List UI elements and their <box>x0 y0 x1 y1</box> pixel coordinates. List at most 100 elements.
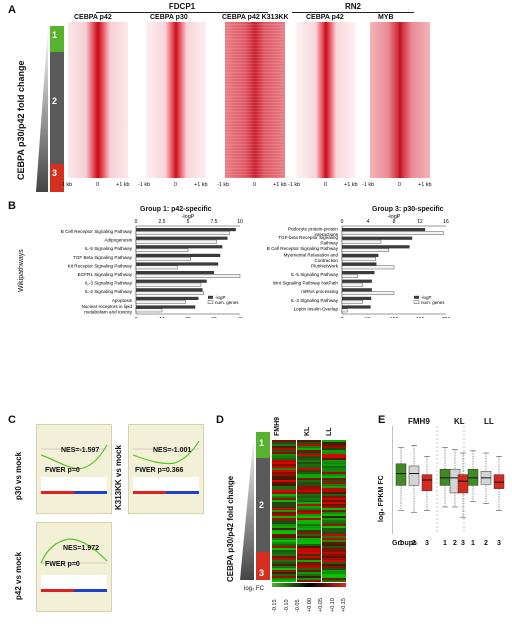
pathway-label: TGF-beta Receptor Signaling <box>278 235 338 240</box>
heatmap-cell <box>322 462 346 464</box>
group-tick-label: 2 <box>484 540 488 547</box>
bottom-tick-label: 50 <box>365 317 371 318</box>
heatmap-cell <box>272 460 296 462</box>
bar-num-genes <box>341 282 363 287</box>
heatmap-cell <box>272 546 296 548</box>
group-tick-label: 1 <box>471 540 475 547</box>
heatmap-cell <box>272 462 296 464</box>
heatmap-cell <box>322 502 346 504</box>
heatmap-cell <box>322 534 346 536</box>
heatmap-cell <box>297 440 321 442</box>
heatmap-cell <box>297 448 321 450</box>
heatmap-cell <box>322 452 346 454</box>
top-axis-label: -logP <box>388 214 401 220</box>
top-tick-label: 0 <box>135 219 138 225</box>
pathway-label: Nuclear receptors in lipid <box>81 304 132 309</box>
pathway-label: Leptin Insulin Overlap <box>294 306 339 311</box>
bar-logp <box>136 288 203 292</box>
heatmap-cell <box>297 554 321 556</box>
group-3-label: 3 <box>52 168 58 178</box>
heatmap-cell <box>322 450 346 452</box>
pathway-label: TGF Beta Signaling Pathway <box>73 255 133 260</box>
pathway-label: Wnt Signaling Pathway NetPath <box>273 281 339 286</box>
boxplot <box>408 445 420 513</box>
heatmap-cell <box>272 464 296 466</box>
heatmap-cell <box>322 552 346 554</box>
heatmap-cell <box>297 572 321 574</box>
legend-swatch-genes <box>413 300 420 305</box>
heatmap-cell <box>297 476 321 478</box>
heatmap-cell <box>322 456 346 458</box>
bar-num-genes <box>135 291 204 295</box>
heatmap-cell <box>272 500 296 502</box>
heatmap-cell <box>322 474 346 476</box>
tick-label: +1 kb <box>418 182 432 188</box>
fold-change-wedge-d <box>240 432 270 580</box>
bottom-tick-label: 200 <box>442 317 451 318</box>
heatmap-cell <box>272 468 296 470</box>
heatmap-cell <box>322 516 346 518</box>
heatmap-cell <box>272 552 296 554</box>
heatmap-cell <box>297 488 321 490</box>
panel-e-ylabel: log₂ FPKM FC <box>378 475 385 522</box>
heatmap-cell <box>297 510 321 512</box>
heatmap-cell <box>297 560 321 562</box>
heatmap-cell <box>272 566 296 568</box>
panel-label-e: E <box>378 414 386 426</box>
heatmap-cell <box>272 442 296 444</box>
boxplot-area <box>392 426 505 534</box>
bar-num-genes <box>341 308 348 313</box>
heatmap-title: CEBPA p30 <box>150 14 188 21</box>
heatmap-cell <box>297 578 321 580</box>
gsea-label-p30: p30 vs mock <box>14 451 23 500</box>
bar-logp <box>136 279 207 283</box>
heatmap-cell <box>272 470 296 472</box>
pathway-label: IL-3 Signaling Pathway <box>291 298 339 303</box>
enrichment-curve <box>40 444 108 494</box>
top-tick-label: 16 <box>443 219 449 225</box>
heatmap-cell <box>272 474 296 476</box>
fwer-value: FWER p=0 <box>45 561 80 568</box>
boxplot <box>480 452 492 505</box>
heatmap-cell <box>272 446 296 448</box>
gsea-plot-k313kk: NES=-1.001 FWER p=0.366 <box>128 424 204 514</box>
tick-label: -1 kb <box>138 182 151 188</box>
heatmap-cell <box>322 444 346 446</box>
heatmap-cell <box>297 498 321 500</box>
legend-swatch-genes <box>207 300 214 305</box>
heatmap-cell <box>272 522 296 524</box>
heatmap-cell <box>322 570 346 572</box>
bar-logp <box>136 228 236 232</box>
heatmap-cell <box>272 516 296 518</box>
heatmap-cell <box>272 472 296 474</box>
heatmap-cell <box>322 504 346 506</box>
panel-label-c: C <box>8 414 16 426</box>
heatmap-cell <box>297 462 321 464</box>
heatmap-cell <box>272 558 296 560</box>
heatmap-cell <box>297 494 321 496</box>
boxplot <box>493 455 505 511</box>
heatmap-cell <box>322 488 346 490</box>
heatmap-cell <box>272 542 296 544</box>
heatmap-cell <box>297 556 321 558</box>
heatmap-cell <box>297 460 321 462</box>
heatmap-cell <box>297 522 321 524</box>
scale-tick-label: +0.10 <box>329 598 336 612</box>
heatmap-cell <box>322 546 346 548</box>
heatmap-cell <box>297 534 321 536</box>
heatmap-cell <box>297 576 321 578</box>
heatmap-cell <box>272 480 296 482</box>
heatmap-cell <box>272 578 296 580</box>
legend-swatch-logp <box>208 295 213 299</box>
heatmap-cell <box>272 454 296 456</box>
bar-logp <box>136 305 196 309</box>
heatmap-cell <box>322 562 346 564</box>
heatmap-cell <box>322 458 346 460</box>
heatmap-cell <box>272 532 296 534</box>
heatmap-cell <box>297 468 321 470</box>
heatmap-cell <box>297 568 321 570</box>
tick-label: 0 <box>253 182 257 188</box>
bottom-tick-label: 30 <box>211 317 217 318</box>
group-tick-label: 1 <box>443 540 447 547</box>
